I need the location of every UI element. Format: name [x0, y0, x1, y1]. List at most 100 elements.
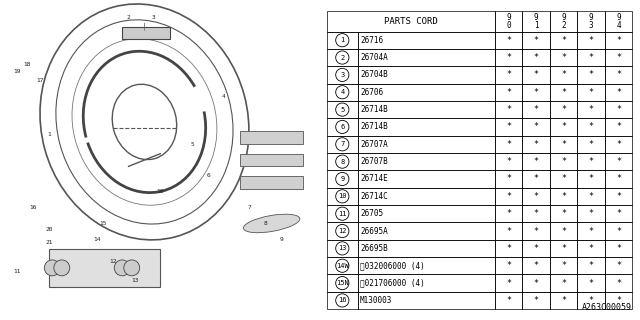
Bar [358, 118, 495, 136]
Text: 26714E: 26714E [360, 174, 388, 183]
Text: 1: 1 [47, 132, 51, 137]
Bar [327, 11, 495, 32]
Text: *: * [589, 105, 593, 114]
Text: *: * [534, 36, 539, 45]
Text: 2: 2 [340, 54, 344, 60]
Text: Ⓝ021706000 (4): Ⓝ021706000 (4) [360, 279, 425, 288]
Bar [550, 274, 577, 292]
Bar [522, 118, 550, 136]
Bar [522, 136, 550, 153]
Bar [577, 84, 605, 101]
Bar [577, 118, 605, 136]
Bar [495, 188, 522, 205]
Text: 5: 5 [190, 142, 194, 147]
Bar [522, 292, 550, 309]
Text: *: * [561, 105, 566, 114]
Text: *: * [561, 140, 566, 149]
Text: *: * [616, 244, 621, 253]
Text: 9
0: 9 0 [506, 12, 511, 30]
Bar [327, 222, 358, 240]
Text: 7: 7 [340, 141, 344, 147]
Bar [495, 274, 522, 292]
Text: *: * [534, 227, 539, 236]
Bar [358, 32, 495, 49]
Text: *: * [589, 157, 593, 166]
FancyBboxPatch shape [240, 176, 303, 188]
Text: *: * [561, 296, 566, 305]
Bar [522, 49, 550, 66]
Text: 5: 5 [340, 107, 344, 113]
Text: 18: 18 [23, 62, 31, 67]
Text: 14W: 14W [336, 263, 349, 269]
Bar [550, 32, 577, 49]
Text: 4: 4 [222, 94, 226, 99]
Bar [577, 136, 605, 153]
Text: 7: 7 [248, 205, 252, 210]
FancyBboxPatch shape [122, 27, 170, 39]
Text: 20: 20 [45, 227, 53, 232]
Text: *: * [589, 209, 593, 218]
Text: *: * [506, 244, 511, 253]
Bar [605, 32, 632, 49]
Text: *: * [589, 174, 593, 183]
Bar [605, 84, 632, 101]
Text: *: * [616, 36, 621, 45]
Bar [522, 188, 550, 205]
Bar [327, 240, 358, 257]
Bar [605, 188, 632, 205]
Circle shape [115, 260, 130, 276]
Text: 9: 9 [340, 176, 344, 182]
Bar [522, 222, 550, 240]
Bar [495, 170, 522, 188]
Text: *: * [561, 209, 566, 218]
Bar [550, 66, 577, 84]
Bar [358, 292, 495, 309]
Text: *: * [534, 157, 539, 166]
Text: *: * [616, 174, 621, 183]
Text: *: * [534, 279, 539, 288]
Bar [358, 274, 495, 292]
Bar [327, 205, 358, 222]
Bar [605, 170, 632, 188]
Text: *: * [616, 261, 621, 270]
Text: 6: 6 [340, 124, 344, 130]
Bar [327, 153, 358, 170]
Bar [358, 84, 495, 101]
Bar [550, 136, 577, 153]
Bar [495, 136, 522, 153]
Text: 3: 3 [152, 15, 156, 20]
Text: *: * [506, 279, 511, 288]
Bar [550, 11, 577, 32]
Text: *: * [506, 53, 511, 62]
Bar [605, 153, 632, 170]
Text: *: * [589, 227, 593, 236]
Text: *: * [534, 244, 539, 253]
Bar [327, 49, 358, 66]
Text: *: * [561, 36, 566, 45]
Bar [327, 32, 358, 49]
Text: 26705: 26705 [360, 209, 383, 218]
Bar [605, 118, 632, 136]
Bar [495, 101, 522, 118]
Bar [577, 32, 605, 49]
Bar [522, 153, 550, 170]
Bar [605, 66, 632, 84]
Bar [358, 240, 495, 257]
Ellipse shape [243, 214, 300, 233]
Text: 9
4: 9 4 [616, 12, 621, 30]
Text: *: * [534, 174, 539, 183]
Text: 26707A: 26707A [360, 140, 388, 149]
Text: 26704B: 26704B [360, 70, 388, 79]
Text: 26714B: 26714B [360, 105, 388, 114]
Text: *: * [506, 123, 511, 132]
Text: *: * [616, 157, 621, 166]
Bar [327, 84, 358, 101]
Bar [550, 170, 577, 188]
Bar [550, 222, 577, 240]
Bar [605, 49, 632, 66]
Text: 13: 13 [131, 278, 139, 283]
Text: *: * [534, 53, 539, 62]
Bar [327, 101, 358, 118]
Text: *: * [534, 88, 539, 97]
Bar [358, 101, 495, 118]
